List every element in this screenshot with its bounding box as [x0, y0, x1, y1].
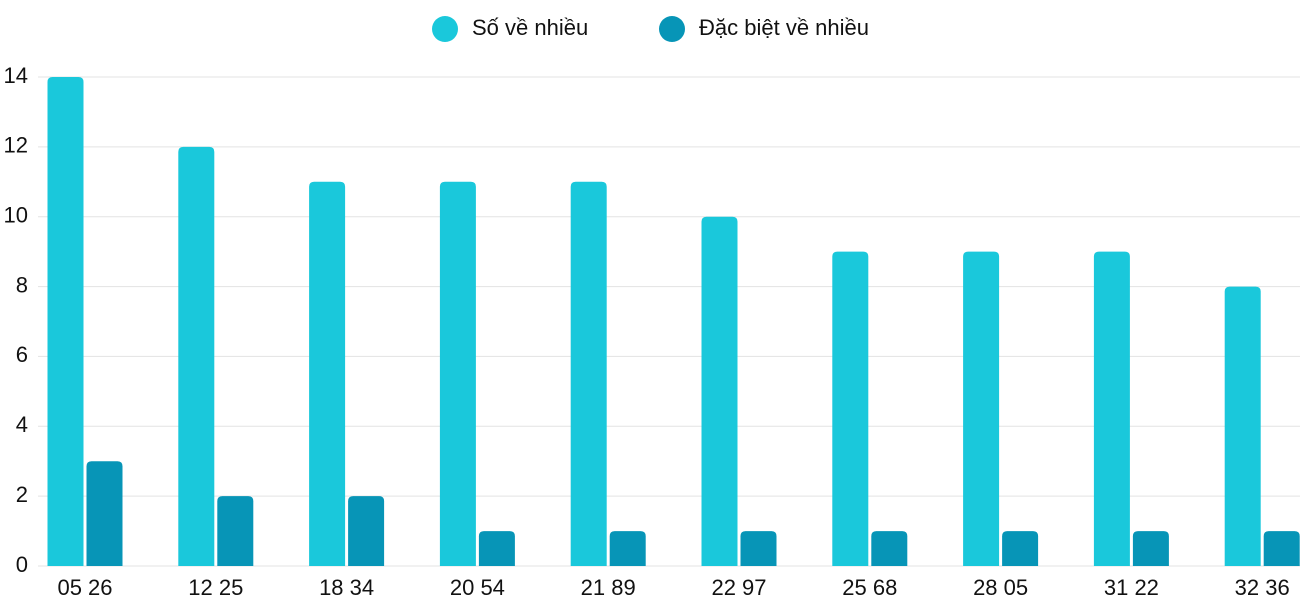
bar	[309, 181, 346, 567]
legend-label: Đặc biệt về nhiều	[699, 15, 869, 40]
bar	[609, 531, 646, 566]
y-tick-label: 12	[4, 133, 28, 158]
y-tick-label: 4	[16, 412, 28, 437]
y-tick-label: 2	[16, 482, 28, 507]
bar	[871, 531, 908, 566]
y-tick-label: 10	[4, 203, 28, 228]
y-tick-label: 0	[16, 552, 28, 577]
bar	[1093, 251, 1130, 566]
y-tick-label: 6	[16, 342, 28, 367]
bar	[439, 181, 476, 567]
bar	[1224, 286, 1261, 566]
bar	[86, 461, 123, 566]
bar	[1002, 531, 1039, 566]
bar	[478, 531, 515, 566]
bar	[701, 216, 738, 566]
bar	[1132, 531, 1169, 566]
bar	[963, 251, 1000, 566]
x-tick-label: 31 22	[1104, 575, 1159, 600]
legend-label: Số về nhiều	[472, 15, 588, 40]
bar	[47, 77, 84, 566]
bar	[217, 496, 254, 566]
x-tick-label: 22 97	[711, 575, 766, 600]
x-tick-label: 05 26	[57, 575, 112, 600]
bar	[740, 531, 777, 566]
legend-marker	[432, 16, 458, 42]
bar	[570, 181, 607, 567]
x-tick-label: 20 54	[450, 575, 505, 600]
bar	[348, 496, 385, 566]
y-tick-label: 14	[4, 63, 28, 88]
legend-marker	[659, 16, 685, 42]
x-tick-label: 18 34	[319, 575, 374, 600]
x-tick-label: 12 25	[188, 575, 243, 600]
bar	[832, 251, 869, 566]
x-tick-label: 21 89	[581, 575, 636, 600]
x-tick-label: 28 05	[973, 575, 1028, 600]
x-tick-label: 25 68	[842, 575, 897, 600]
x-tick-label: 32 36	[1235, 575, 1290, 600]
y-tick-label: 8	[16, 272, 28, 297]
bar	[1263, 531, 1300, 566]
bar	[178, 146, 215, 566]
